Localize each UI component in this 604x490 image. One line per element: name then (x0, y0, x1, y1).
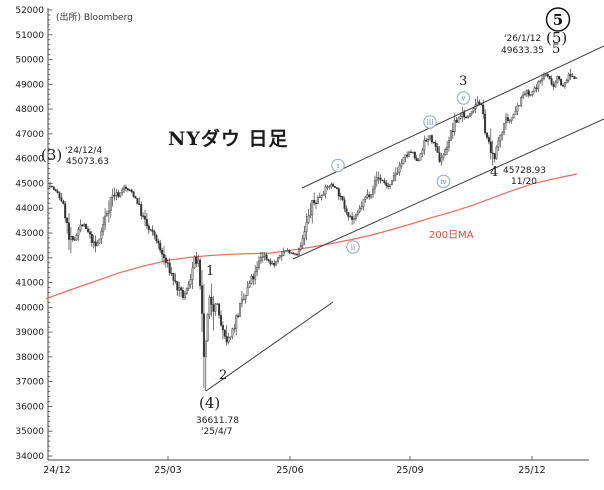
wave-5-price: 49633.35 (501, 46, 544, 56)
svg-text:25/09: 25/09 (396, 465, 423, 476)
wave-3-date: '24/12/4 (65, 146, 103, 156)
ma-200-label: 200日MA (429, 230, 474, 241)
wave-1-label: 1 (206, 264, 215, 279)
svg-text:iii: iii (427, 119, 434, 127)
wave-3-price: 45073.63 (66, 157, 109, 167)
wave-2-label: 2 (219, 368, 228, 383)
svg-text:50000: 50000 (15, 56, 44, 66)
svg-text:24/12: 24/12 (43, 465, 70, 476)
wave-4-paren-label: (4) (199, 394, 221, 412)
wave-3-top-label: 3 (459, 74, 468, 89)
svg-text:35000: 35000 (15, 427, 44, 437)
svg-text:40000: 40000 (15, 303, 44, 313)
svg-text:v: v (461, 95, 466, 103)
chart-title: NYダウ 日足 (168, 128, 289, 150)
wave-4-low-date: '25/4/7 (201, 427, 233, 437)
svg-text:38000: 38000 (15, 353, 44, 363)
svg-text:34000: 34000 (15, 452, 44, 462)
svg-text:25/03: 25/03 (154, 465, 181, 476)
svg-text:43000: 43000 (15, 229, 44, 239)
source-label: (出所) Bloomberg (56, 13, 133, 23)
svg-text:25/12: 25/12 (518, 465, 545, 476)
svg-text:41000: 41000 (15, 279, 44, 289)
wave-5-paren-label: (5) (546, 29, 568, 47)
svg-text:42000: 42000 (15, 254, 44, 264)
wave-5-date: '26/1/12 (504, 34, 542, 44)
svg-text:48000: 48000 (15, 105, 44, 115)
svg-text:ii: ii (351, 244, 356, 252)
svg-text:44000: 44000 (15, 204, 44, 214)
svg-text:iv: iv (440, 178, 446, 186)
svg-text:49000: 49000 (15, 80, 44, 90)
svg-text:5: 5 (553, 11, 563, 29)
wave-4-price: 45728.93 (503, 166, 546, 176)
svg-text:51000: 51000 (15, 31, 44, 41)
svg-text:37000: 37000 (15, 378, 44, 388)
wave-4-label: 4 (490, 165, 499, 180)
svg-text:46000: 46000 (15, 155, 44, 165)
svg-text:45000: 45000 (15, 179, 44, 189)
svg-text:39000: 39000 (15, 328, 44, 338)
svg-text:47000: 47000 (15, 130, 44, 140)
wave-3-paren-label: (3) (41, 146, 63, 164)
svg-text:36000: 36000 (15, 402, 44, 412)
wave-5-label: 5 (552, 42, 561, 57)
wave-4-low-price: 36611.78 (196, 416, 239, 426)
wave-4-date: 11/20 (511, 177, 537, 187)
svg-text:i: i (337, 162, 340, 170)
svg-text:52000: 52000 (15, 6, 44, 16)
svg-text:25/06: 25/06 (276, 465, 303, 476)
